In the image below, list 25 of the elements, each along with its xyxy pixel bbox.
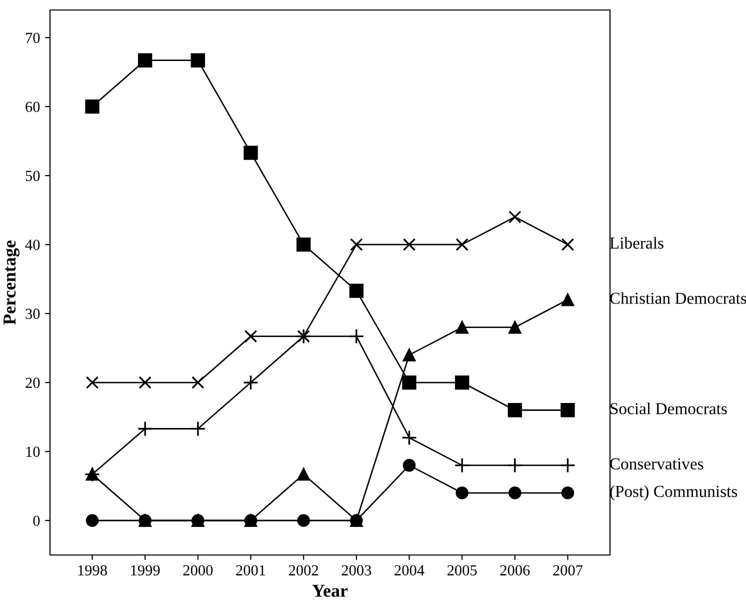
y-tick-label: 20	[26, 378, 40, 388]
text: Liberals	[610, 237, 664, 249]
y-tick-label: 60	[26, 102, 40, 112]
text: Social Democrats	[610, 402, 727, 414]
x-tick-label: 2001	[236, 565, 266, 576]
x-tick-label: 2000	[183, 565, 213, 576]
text: Conservatives	[610, 458, 704, 470]
y-axis-title: Percentage	[4, 240, 20, 325]
y-tick-label: 40	[25, 240, 40, 250]
x-tick-label: 2005	[447, 565, 477, 576]
x-tick-label: 2004	[394, 565, 424, 576]
x-tick-label: 2007	[553, 565, 583, 576]
y-tick-label: 70	[26, 32, 40, 44]
y-tick-label: 0	[33, 516, 40, 526]
x-tick-label: 1998	[78, 565, 107, 576]
x-tick-label: 2006	[500, 565, 530, 576]
x-tick-label: 1999	[131, 565, 160, 576]
x-tick-label: 2003	[342, 565, 372, 576]
x-tick-label: 2002	[288, 565, 318, 576]
y-tick-label: 50	[26, 170, 40, 182]
text: (Post) Communists	[610, 485, 738, 500]
x-axis-title: Year	[312, 584, 348, 597]
y-tick-label: 30	[26, 308, 40, 319]
y-tick-label: 10	[26, 446, 40, 457]
text: Christian Democrats	[610, 292, 746, 304]
